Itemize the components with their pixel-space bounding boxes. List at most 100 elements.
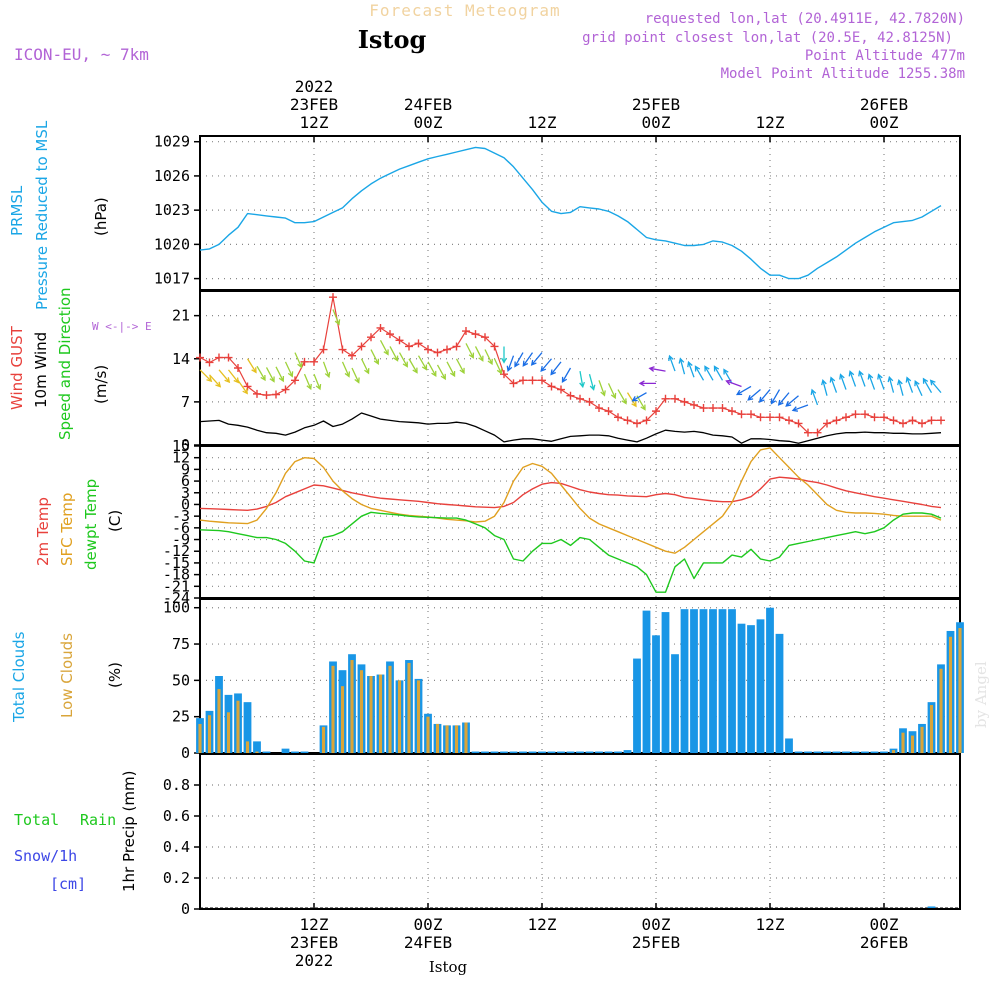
low-cloud-bar — [245, 741, 250, 753]
pressure-labels: PRMSL Pressure Reduced to MSL (hPa) — [8, 120, 110, 310]
time-label-bottom: 00Z — [870, 915, 899, 934]
low-cloud-bar — [331, 665, 335, 753]
low-cloud-bar — [321, 726, 326, 753]
gust-marker — [281, 385, 290, 394]
gust-marker — [538, 376, 546, 385]
temperature-labels: 2m Temp SFC Temp dewpt Temp (C) — [34, 479, 124, 570]
panel-frame — [199, 290, 961, 446]
gust-marker — [481, 333, 489, 342]
y-tick-label: 0 — [181, 436, 190, 454]
wind-arrow — [417, 355, 428, 371]
wind-arrow — [821, 378, 828, 396]
wind-arrow — [501, 346, 507, 364]
wind-unit: (m/s) — [92, 365, 110, 404]
time-label-bottom: 24FEB — [404, 933, 452, 952]
model-altitude: Model Point Altitude 1255.38m — [721, 66, 965, 82]
low-cloud-bar — [407, 662, 411, 753]
precip-bar — [927, 906, 936, 908]
y-tick-label: 50 — [172, 671, 190, 689]
wind-arrow — [887, 375, 895, 393]
total-cloud-bar — [813, 751, 822, 753]
low-cloud-bar — [445, 725, 449, 753]
gust-marker — [794, 419, 803, 428]
y-tick-label: 3 — [181, 484, 190, 502]
temp2m-label: 2m Temp — [34, 497, 52, 566]
gust-marker — [576, 394, 584, 403]
wind-arrow — [218, 369, 231, 384]
y-tick-label: 0.8 — [163, 776, 190, 794]
wind-arrow — [626, 392, 637, 408]
gust-marker — [785, 416, 793, 425]
total-cloud-bar — [680, 609, 689, 753]
wind-arrow — [389, 346, 399, 362]
y-tick-label: 75 — [172, 635, 190, 653]
wind-arrow — [678, 357, 686, 375]
low-cloud-bar — [236, 700, 240, 753]
gust-marker — [633, 419, 641, 428]
wind-arrow — [332, 309, 341, 326]
low-cloud-bar — [454, 725, 459, 753]
gust-marker — [452, 342, 461, 351]
total-cloud-bar — [766, 607, 774, 753]
total-cloud-bar — [519, 751, 527, 753]
y-tick-label: -12 — [163, 542, 190, 560]
wind-arrow — [227, 369, 240, 384]
total-cloud-bar — [728, 609, 736, 753]
wind-arrow — [550, 361, 562, 376]
gust-marker — [718, 404, 727, 413]
pressure-msl-label: Pressure Reduced to MSL — [33, 120, 51, 310]
gust-marker — [927, 416, 936, 425]
total-cloud-bar — [851, 751, 860, 753]
y-tick-label: 1020 — [154, 235, 190, 253]
wind-arrow — [687, 360, 695, 378]
gust-marker — [471, 330, 480, 339]
time-label-bottom: 26FEB — [860, 933, 908, 952]
gust-label: Wind GUST — [8, 325, 26, 410]
wind-arrow — [631, 392, 647, 402]
total-cloud-bar — [880, 751, 888, 753]
wind-arrow — [829, 376, 838, 393]
time-label-top: 2022 — [295, 77, 334, 96]
wind-arrow — [237, 379, 248, 395]
wind-arrow — [607, 383, 617, 400]
footer-location: Istog — [429, 958, 468, 976]
total-cloud-bar — [804, 751, 812, 753]
total-cloud-bar — [604, 751, 613, 753]
low-cloud-bar — [207, 715, 212, 753]
rain-label: Rain — [80, 811, 116, 829]
total-cloud-bar — [718, 609, 727, 753]
wind-arrow — [493, 358, 503, 375]
low-clouds-label: Low Clouds — [58, 633, 76, 718]
wind-arrow — [638, 380, 656, 387]
total-cloud-bar — [243, 702, 252, 753]
gust-line — [199, 296, 941, 434]
precip-unit: 1hr Precip (mm) — [120, 771, 138, 892]
sfc-temp-label: SFC Temp — [58, 493, 76, 566]
panel-frame — [199, 135, 961, 291]
gust-marker — [623, 416, 632, 425]
wind-arrow — [484, 349, 493, 366]
gust-marker — [595, 404, 603, 413]
gust-marker — [243, 382, 252, 391]
wind-arrow — [408, 358, 418, 374]
wind-arrow — [785, 395, 799, 407]
wind-arrow — [341, 361, 351, 378]
y-tick-label: 1029 — [154, 133, 190, 151]
wind-arrow — [360, 358, 370, 375]
gust-marker — [604, 407, 613, 416]
y-tick-label: 0 — [181, 744, 190, 762]
panel-frame — [199, 598, 961, 754]
gust-marker — [775, 413, 784, 422]
requested-coords: requested lon,lat (20.4911E, 42.7820N) — [645, 11, 965, 27]
gust-marker — [699, 404, 708, 413]
wind-arrow — [648, 366, 666, 372]
wind-arrow — [313, 373, 322, 391]
gust-marker — [205, 358, 214, 367]
y-tick-label: 14 — [172, 350, 190, 368]
gust-marker — [652, 407, 660, 416]
gust-marker — [414, 339, 423, 348]
snow-unit-label: [cm] — [50, 875, 86, 893]
y-tick-label: 0 — [181, 900, 190, 918]
wind-arrow — [351, 367, 360, 384]
gust-marker — [889, 416, 898, 425]
